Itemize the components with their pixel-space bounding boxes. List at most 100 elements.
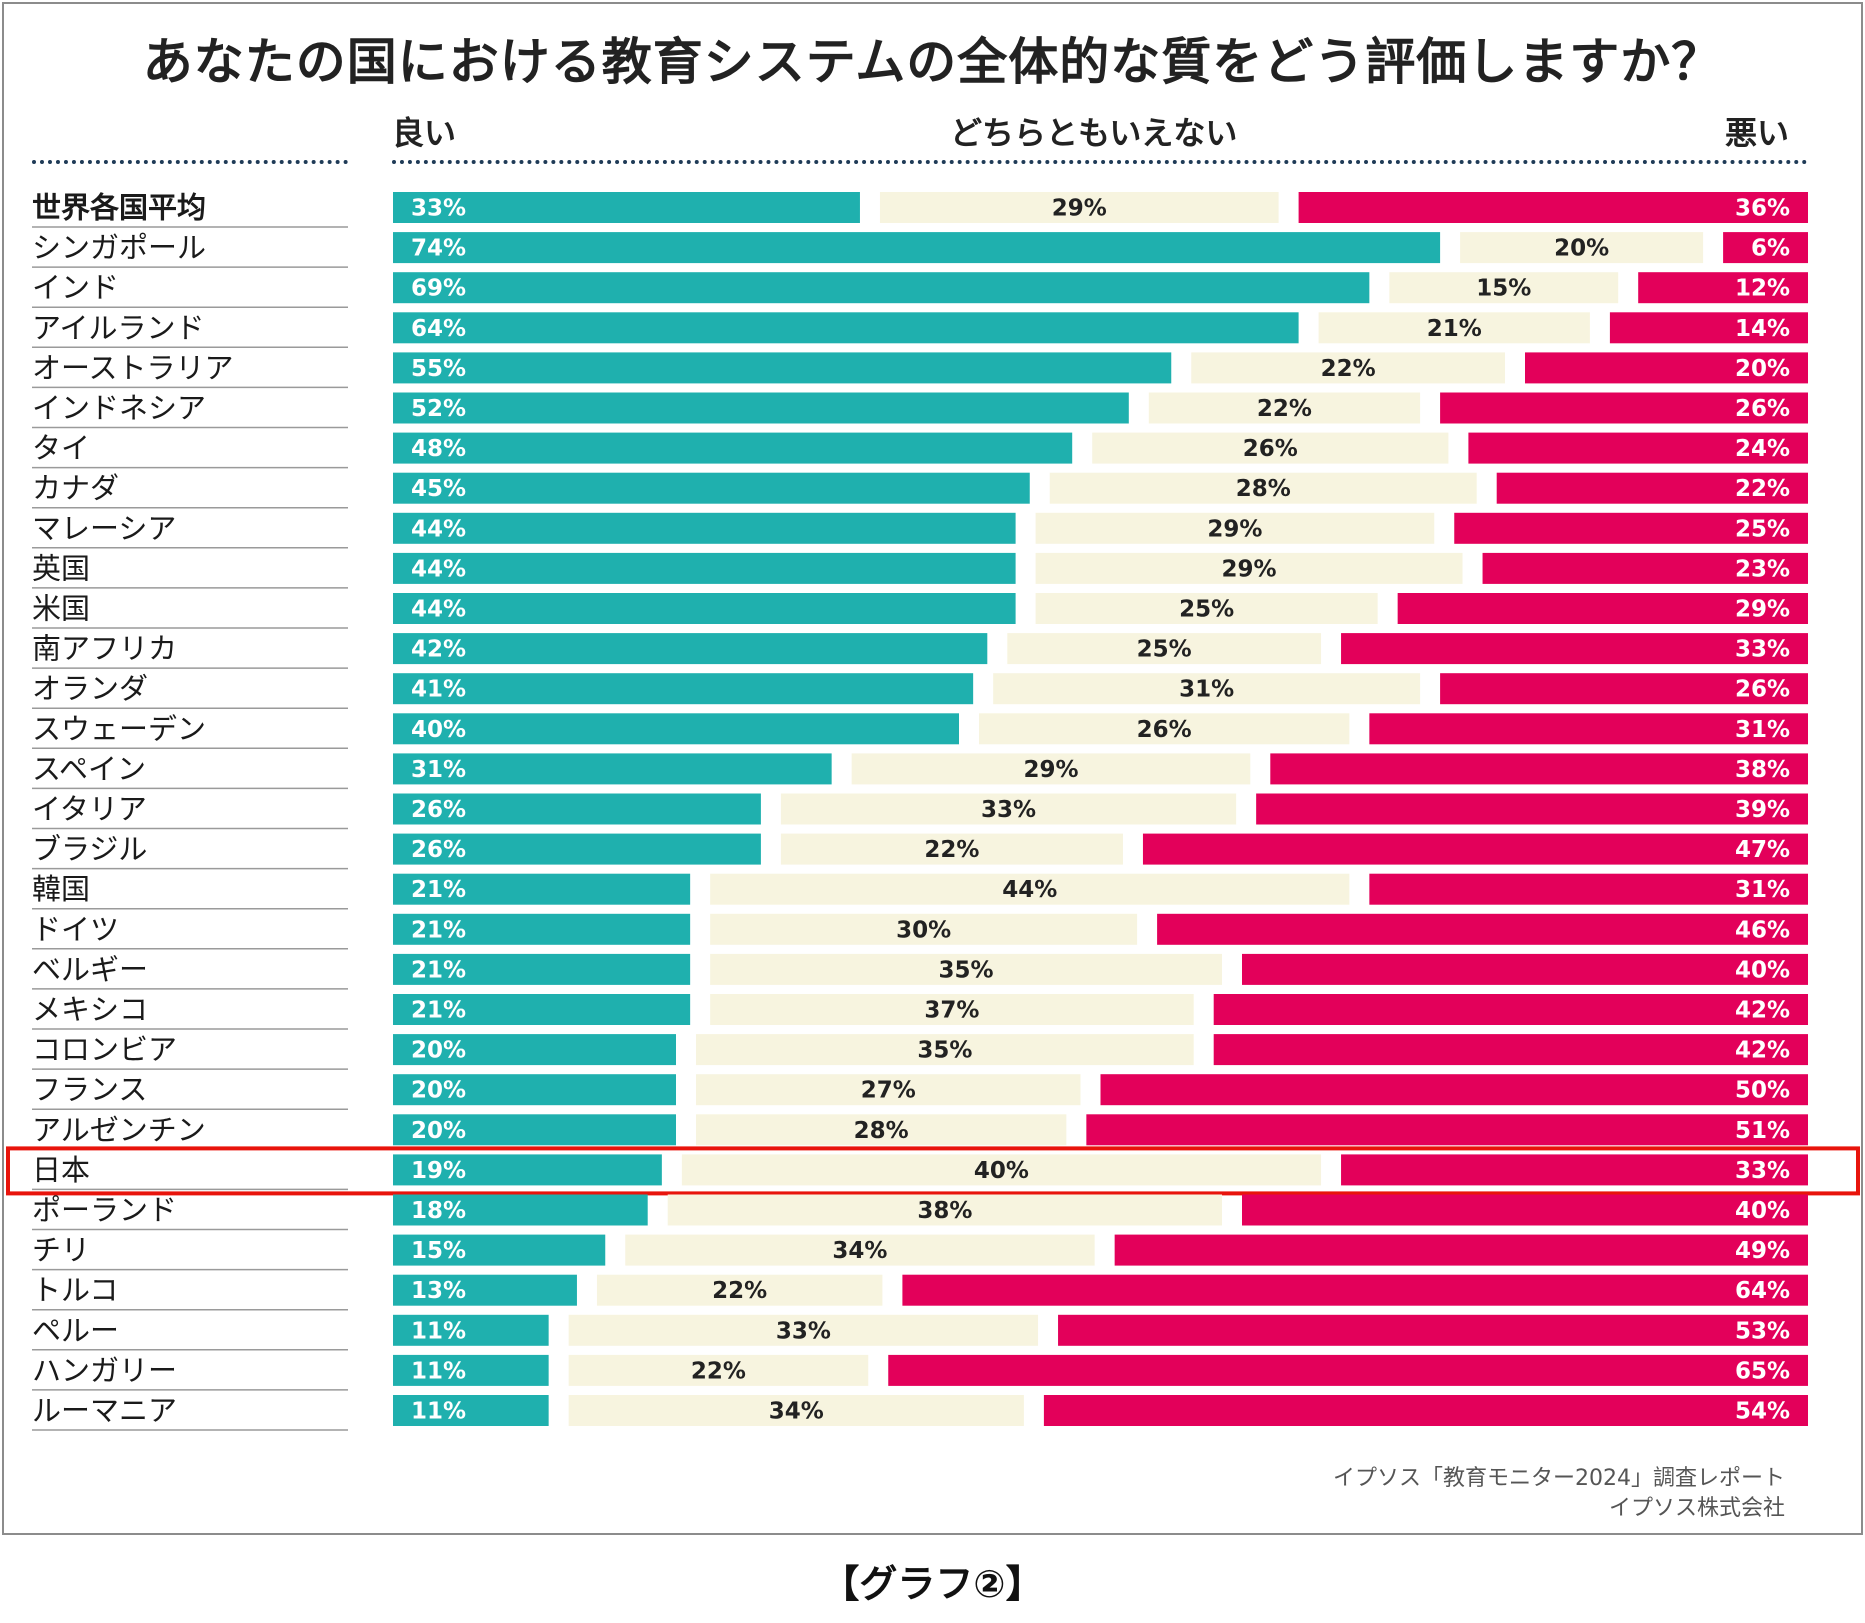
country-label: カナダ (32, 471, 119, 505)
bar-bad (1242, 1194, 1808, 1226)
bar-good (393, 994, 691, 1025)
value-label-good: 20% (411, 1118, 466, 1144)
header-good: 良い (392, 114, 457, 152)
graph-caption: 【グラフ②】 (821, 1562, 1044, 1606)
value-label-neutral: 22% (924, 837, 979, 863)
header-neutral: どちらともいえない (950, 114, 1238, 152)
value-label-good: 64% (411, 316, 466, 342)
value-label-neutral: 29% (1207, 516, 1262, 542)
value-label-good: 11% (411, 1358, 466, 1384)
value-label-good: 42% (411, 637, 466, 663)
bar-good (393, 953, 691, 985)
country-label: コロンビア (32, 1033, 177, 1067)
bar-bad (888, 1354, 1808, 1386)
country-label: 世界各国平均 (32, 191, 206, 225)
bar-good (393, 1154, 662, 1186)
value-label-bad: 31% (1735, 877, 1790, 903)
bar-bad (1213, 1034, 1808, 1066)
country-label: アルゼンチン (32, 1113, 206, 1147)
country-label: インドネシア (32, 391, 206, 425)
bar-bad (1100, 1074, 1808, 1106)
bar-bad (1454, 512, 1808, 544)
value-label-good: 18% (411, 1198, 466, 1224)
value-label-good: 44% (411, 516, 466, 542)
bar-bad (1482, 552, 1808, 584)
value-label-bad: 40% (1735, 1198, 1790, 1224)
bar-good (393, 312, 1299, 344)
value-label-bad: 20% (1735, 356, 1790, 382)
value-label-good: 21% (411, 998, 466, 1024)
value-label-bad: 23% (1735, 556, 1790, 582)
value-label-neutral: 25% (1137, 637, 1192, 663)
bar-bad (1270, 753, 1808, 785)
bar-neutral (1092, 432, 1449, 464)
bar-neutral (710, 913, 1138, 945)
value-label-neutral: 34% (769, 1399, 824, 1425)
bar-neutral (710, 873, 1350, 905)
country-label: ブラジル (32, 832, 147, 866)
bar-bad (1157, 913, 1808, 945)
bar-neutral (993, 673, 1421, 705)
value-label-neutral: 28% (1236, 476, 1291, 502)
bar-neutral (1191, 352, 1505, 384)
value-label-bad: 33% (1735, 1158, 1790, 1184)
bar-good (393, 1395, 549, 1426)
bar-neutral (1049, 472, 1477, 504)
value-label-bad: 49% (1735, 1238, 1790, 1264)
value-label-neutral: 37% (924, 998, 979, 1024)
country-label: 日本 (32, 1153, 90, 1187)
value-label-bad: 25% (1735, 516, 1790, 542)
value-label-good: 26% (411, 797, 466, 823)
bar-good (393, 1354, 549, 1386)
value-label-neutral: 44% (1002, 877, 1057, 903)
value-label-bad: 53% (1735, 1318, 1790, 1344)
country-label: ベルギー (32, 952, 148, 986)
value-label-good: 52% (411, 396, 466, 422)
country-label: 米国 (32, 592, 90, 626)
value-label-good: 11% (411, 1399, 466, 1425)
source-report: イプソス「教育モニター2024」調査レポート (1333, 1466, 1785, 1491)
bar-good (393, 392, 1129, 424)
value-label-neutral: 21% (1427, 316, 1482, 342)
value-label-neutral: 38% (917, 1198, 972, 1224)
value-label-good: 31% (411, 757, 466, 783)
bar-good (393, 833, 761, 865)
country-label: イタリア (32, 792, 147, 826)
value-label-neutral: 26% (1137, 717, 1192, 743)
bar-neutral (1035, 593, 1378, 624)
value-label-bad: 29% (1735, 597, 1790, 623)
bar-good (393, 593, 1016, 624)
value-label-bad: 12% (1735, 276, 1790, 302)
bar-good (393, 1114, 676, 1146)
value-label-good: 44% (411, 556, 466, 582)
bar-neutral (780, 793, 1237, 825)
bar-neutral (1460, 232, 1704, 264)
bar-bad (1142, 833, 1808, 865)
country-label: マレーシア (32, 511, 176, 545)
value-label-good: 40% (411, 717, 466, 743)
bar-bad (1440, 392, 1808, 424)
bar-bad (1440, 673, 1808, 705)
value-label-bad: 50% (1735, 1078, 1790, 1104)
value-label-good: 41% (411, 677, 466, 703)
header-divider-left (32, 160, 348, 164)
country-label: アイルランド (32, 311, 205, 345)
highlight-box (6, 1146, 1860, 1196)
country-label: シンガポール (32, 231, 206, 265)
value-label-good: 19% (411, 1158, 466, 1184)
value-label-good: 21% (411, 917, 466, 943)
bar-neutral (1389, 272, 1619, 304)
country-label: フランス (32, 1073, 147, 1107)
value-label-good: 13% (411, 1278, 466, 1304)
value-label-bad: 46% (1735, 917, 1790, 943)
country-label: ペルー (32, 1313, 119, 1347)
value-label-bad: 64% (1735, 1278, 1790, 1304)
bar-good (393, 1194, 648, 1226)
bar-good (393, 552, 1016, 584)
value-label-neutral: 27% (861, 1078, 916, 1104)
bar-bad (1369, 873, 1808, 905)
country-label: インド (32, 271, 119, 305)
value-label-good: 48% (411, 436, 466, 462)
country-label: オーストラリア (32, 351, 234, 385)
stacked-bar-chart: 世界各国平均 33% 29% 36% シンガポール 74% 20% 6% インド 69% 15% 12… (6, 191, 1860, 1431)
